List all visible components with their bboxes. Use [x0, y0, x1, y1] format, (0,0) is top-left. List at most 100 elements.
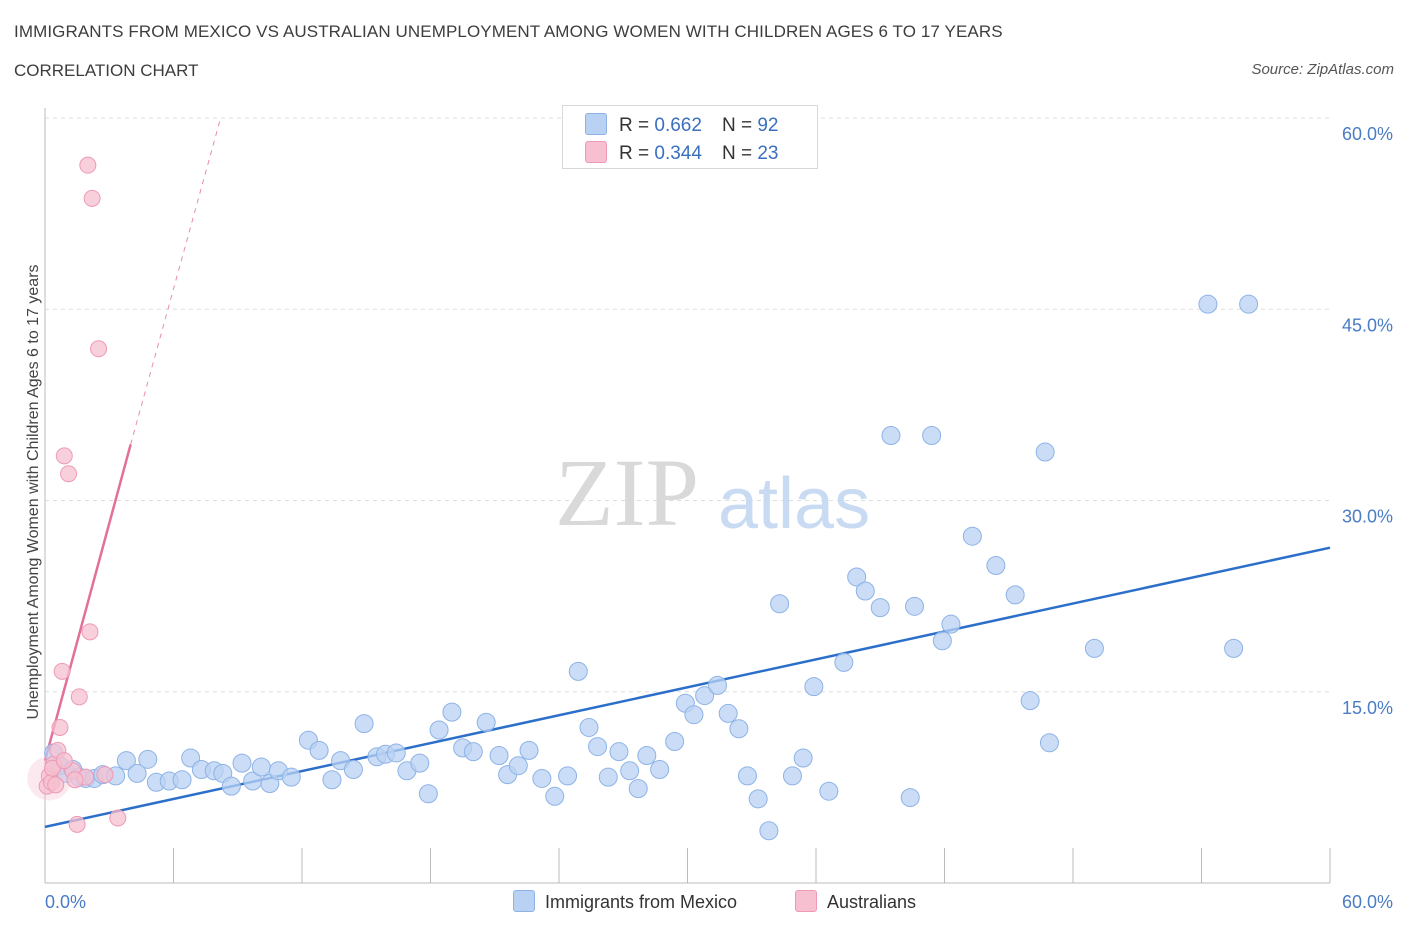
point-mexico-51	[579, 717, 599, 737]
point-mexico-43	[489, 746, 509, 765]
point-mexico-48	[545, 786, 565, 806]
point-mexico-75	[847, 567, 867, 587]
point-mexico-20	[232, 753, 252, 773]
axes	[44, 108, 1331, 884]
point-mexico-46	[519, 740, 539, 760]
point-mexico-41	[463, 742, 483, 762]
chart-title: IMMIGRANTS FROM MEXICO VS AUSTRALIAN UNE…	[14, 22, 1003, 41]
point-mexico-9	[116, 751, 136, 771]
bottom-swatch-mexico	[513, 890, 535, 912]
point-mexico-19	[221, 776, 241, 796]
point-australians-9	[60, 465, 78, 483]
point-australians-20	[43, 759, 61, 777]
bottom-legend-australians: Australians	[795, 890, 916, 913]
point-mexico-77	[870, 598, 890, 618]
point-mexico-74	[834, 652, 854, 672]
legend-row-australians: R = 0.344 N = 23	[585, 141, 778, 165]
n-label: N =	[721, 115, 753, 136]
point-mexico-89	[1039, 733, 1059, 753]
point-mexico-93	[1224, 638, 1244, 658]
point-mexico-54	[609, 742, 629, 762]
point-mexico-42	[476, 712, 496, 732]
tick-labels: 15.0% 30.0% 45.0% 60.0% 0.0% 60.0%	[45, 124, 1393, 912]
point-australians-16	[83, 189, 101, 207]
point-mexico-25	[281, 767, 301, 787]
point-mexico-81	[922, 425, 942, 445]
y-tick-label-3: 60.0%	[1342, 124, 1393, 144]
point-mexico-68	[759, 821, 779, 841]
point-mexico-80	[905, 596, 925, 616]
point-mexico-37	[418, 784, 438, 804]
point-mexico-82	[932, 631, 952, 651]
trend-line-australians	[43, 444, 132, 761]
legend-swatch-mexico	[585, 113, 607, 135]
point-mexico-79	[900, 788, 920, 808]
point-australians-12	[70, 688, 88, 706]
point-mexico-62	[695, 686, 715, 706]
point-mexico-53	[598, 767, 618, 787]
point-mexico-22	[251, 757, 271, 777]
point-australians-19	[109, 809, 127, 827]
point-australians-11	[68, 815, 86, 833]
y-tick-label-2: 45.0%	[1342, 315, 1393, 335]
points-australians	[27, 156, 127, 833]
y-tick-label-1: 30.0%	[1342, 507, 1393, 527]
point-mexico-91	[1198, 294, 1218, 314]
bottom-legend-label-australians: Australians	[827, 892, 917, 912]
point-mexico-78	[881, 425, 901, 445]
point-mexico-92	[1239, 294, 1259, 314]
point-mexico-88	[1035, 442, 1055, 462]
x-tick-label-start: 0.0%	[45, 892, 86, 912]
point-australians-22	[66, 771, 84, 789]
legend-swatch-australians	[585, 141, 607, 163]
point-mexico-47	[532, 768, 552, 788]
point-mexico-50	[568, 661, 588, 681]
point-mexico-69	[770, 594, 790, 614]
point-mexico-85	[986, 556, 1006, 576]
watermark-zip: ZIP	[555, 439, 699, 546]
point-mexico-38	[429, 720, 449, 740]
point-mexico-30	[343, 760, 363, 780]
bottom-swatch-australians	[795, 890, 817, 912]
point-mexico-56	[628, 779, 648, 799]
point-mexico-36	[410, 753, 430, 773]
point-mexico-71	[793, 748, 813, 768]
point-mexico-58	[650, 760, 670, 780]
point-mexico-10	[127, 763, 147, 783]
point-mexico-14	[172, 770, 192, 790]
point-australians-18	[96, 766, 114, 784]
r-label: R =	[619, 115, 650, 136]
point-mexico-11	[138, 749, 158, 769]
chart-subtitle: CORRELATION CHART	[14, 61, 199, 80]
point-australians-15	[81, 623, 99, 641]
point-mexico-90	[1084, 638, 1104, 658]
legend-row-mexico: R = 0.662 N = 92	[585, 113, 778, 137]
point-mexico-73	[819, 781, 839, 801]
r-value-australians: 0.344	[654, 143, 702, 164]
point-mexico-57	[637, 746, 657, 765]
point-mexico-83	[941, 614, 961, 634]
point-mexico-66	[737, 766, 757, 786]
point-mexico-70	[782, 766, 802, 786]
bottom-legend-label-mexico: Immigrants from Mexico	[545, 892, 738, 912]
point-mexico-34	[386, 743, 406, 763]
point-australians-7	[53, 662, 71, 680]
point-mexico-87	[1020, 691, 1040, 711]
point-mexico-45	[508, 756, 528, 776]
point-australians-17	[90, 340, 108, 358]
y-tick-label-0: 15.0%	[1342, 698, 1393, 718]
n-value-mexico: 92	[757, 115, 779, 136]
watermark-atlas: atlas	[718, 464, 870, 544]
stats-legend: R = 0.662 N = 92 R = 0.344 N = 23	[562, 105, 818, 169]
point-australians-14	[79, 156, 97, 174]
x-tick-label-end: 60.0%	[1342, 892, 1393, 912]
point-mexico-63	[707, 675, 727, 695]
point-mexico-49	[558, 766, 578, 786]
point-mexico-28	[322, 770, 342, 790]
point-mexico-67	[748, 789, 768, 809]
point-mexico-52	[588, 737, 608, 757]
r-value-mexico: 0.662	[654, 115, 702, 136]
points-mexico	[44, 294, 1259, 841]
point-mexico-27	[309, 740, 329, 760]
